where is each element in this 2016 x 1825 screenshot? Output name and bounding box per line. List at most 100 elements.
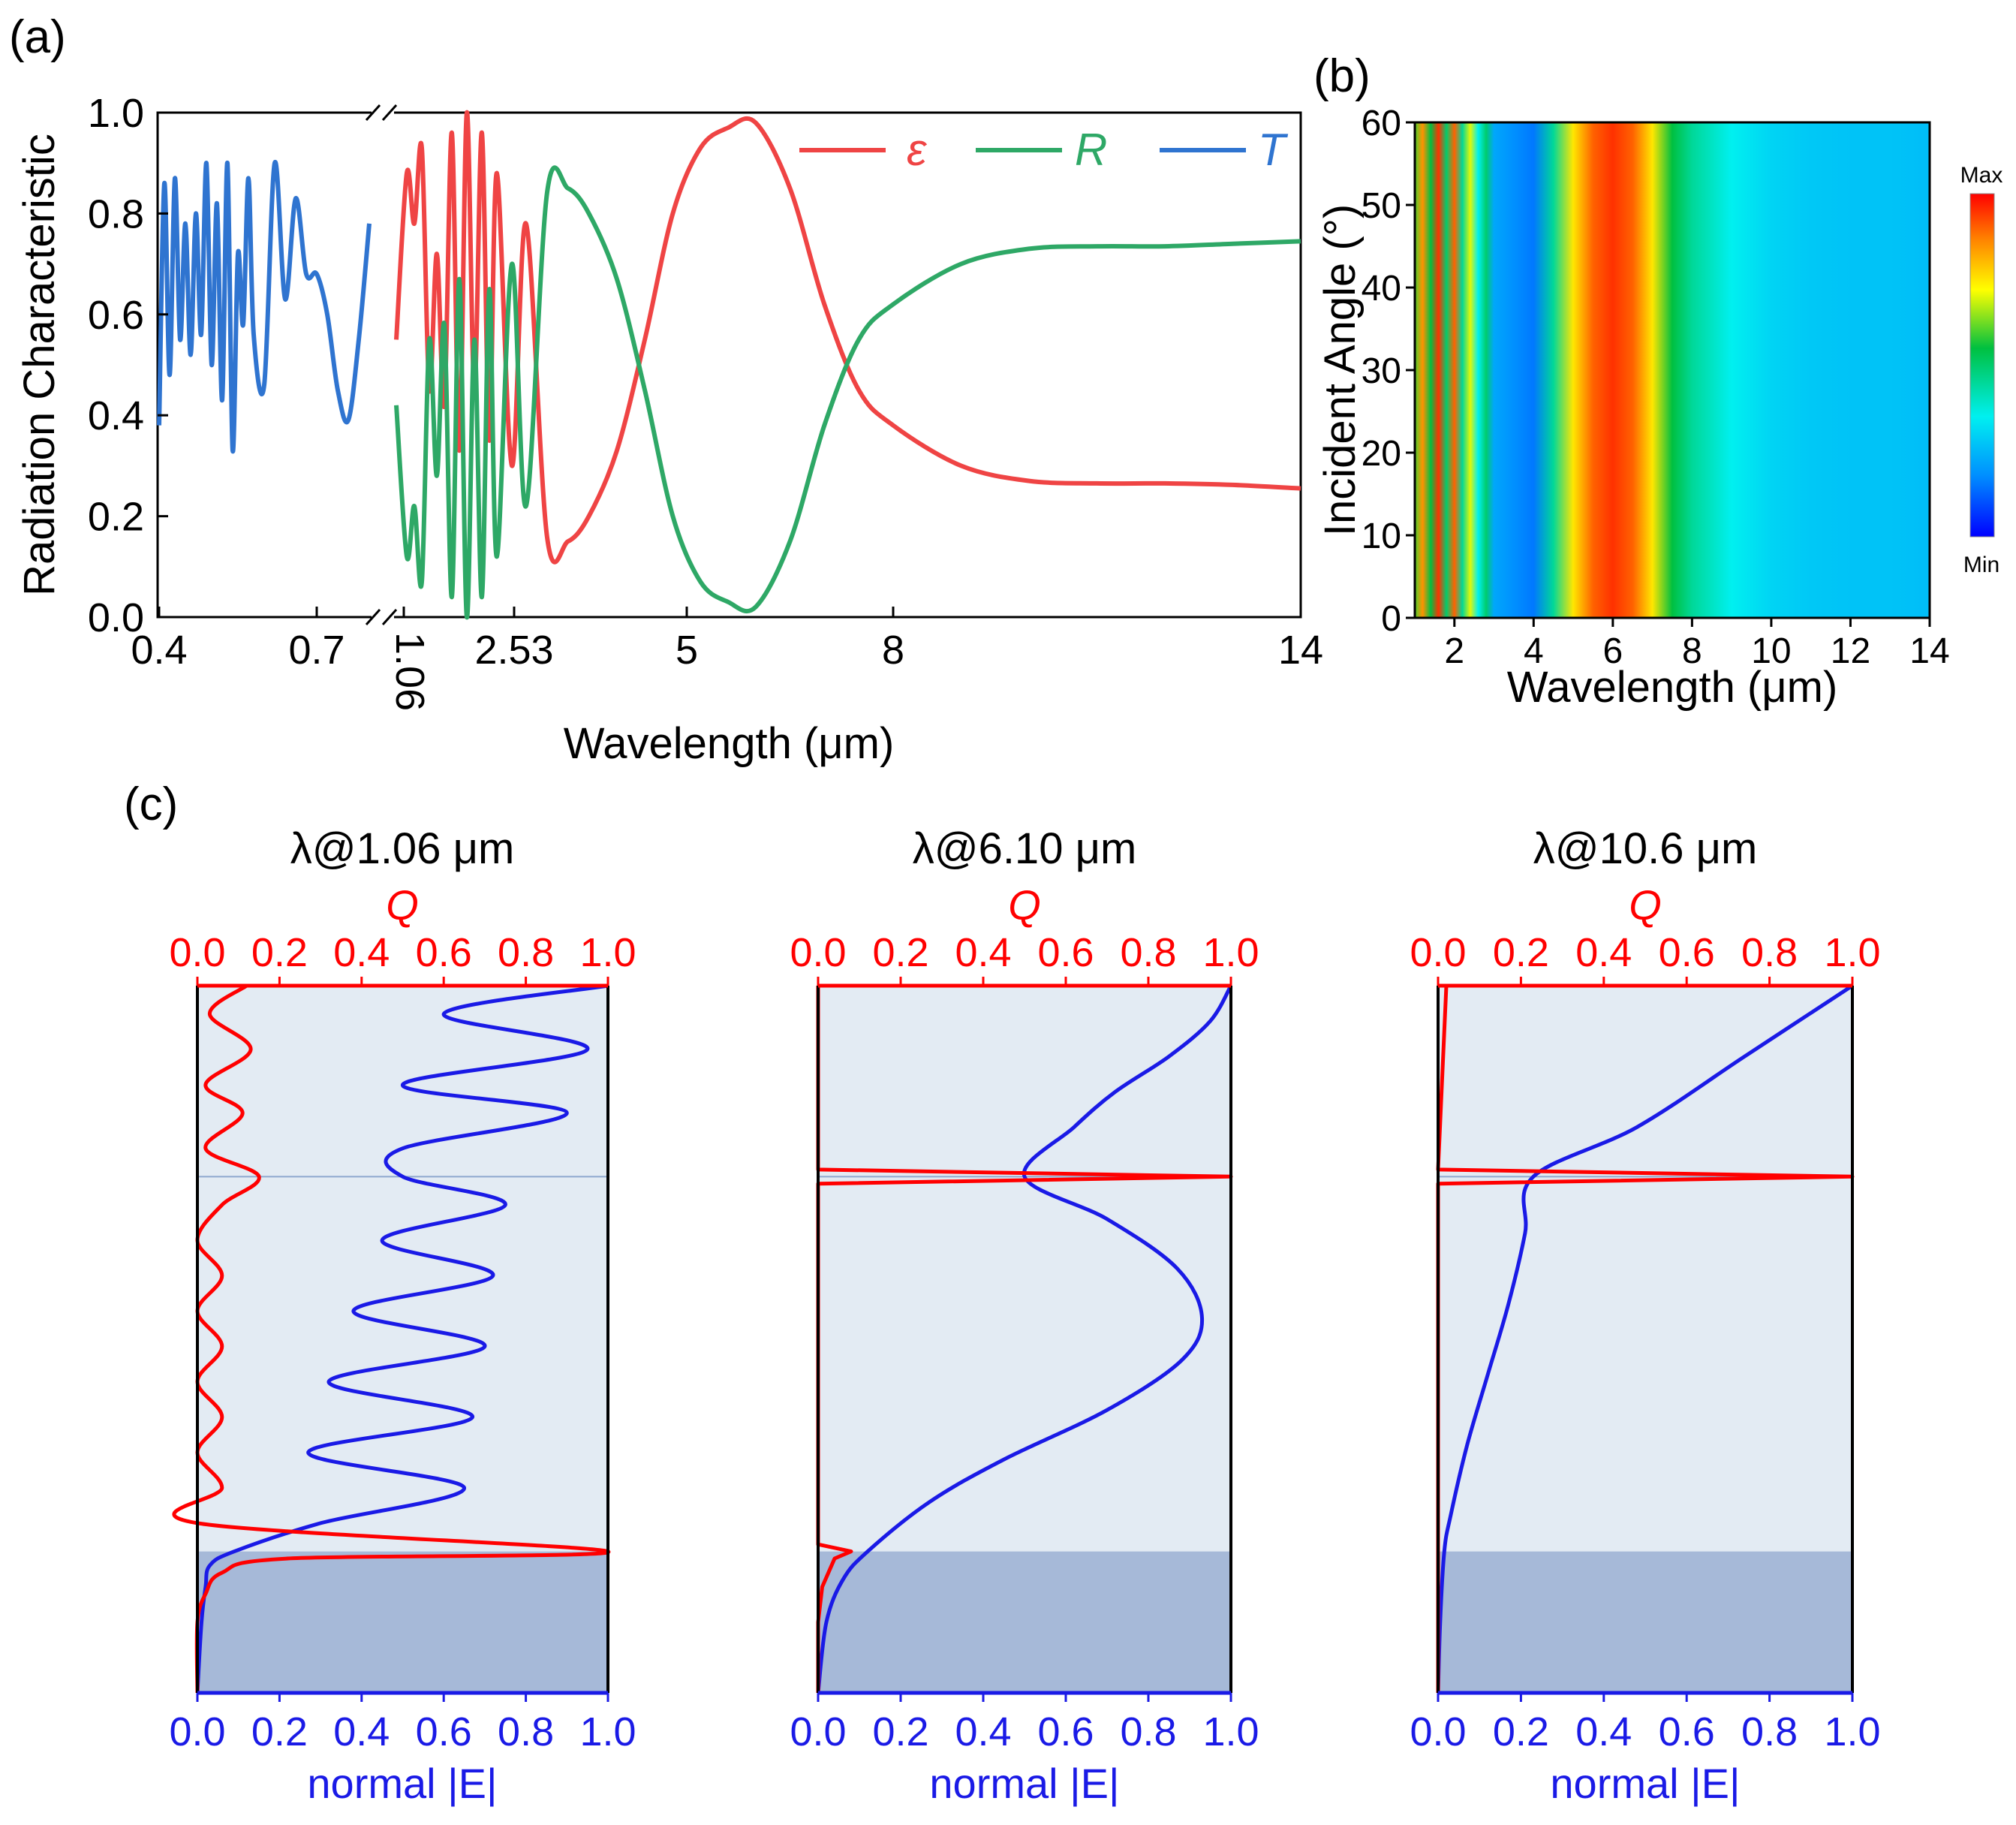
e-field-curve xyxy=(1436,983,1854,1694)
panel-label-c: (c) xyxy=(124,778,178,830)
substrate-layer xyxy=(1438,1551,1852,1693)
e-tick-label: 1.0 xyxy=(579,1709,636,1754)
e-tick-label: 0.2 xyxy=(251,1709,308,1754)
panel-c1-e-label: normal |E| xyxy=(307,1760,497,1807)
q-tick-label: 1.0 xyxy=(1202,930,1259,975)
xtick-label: 10 xyxy=(1751,631,1791,671)
panel-a-plot: 0.0 0.2 0.4 0.6 0.8 1.0 0.4 0.7 1.06 2.53 5 8 14 ε R… xyxy=(15,91,1323,768)
panel-c2-plot: λ@6.10 μm Q normal |E| 0.0 0.0 0.2 0.2 0.4 0.… xyxy=(790,824,1259,1807)
panel-b-ylabel: Incident Angle (°) xyxy=(1316,204,1365,536)
ytick-label: 0.0 xyxy=(88,595,144,640)
ytick-label: 60 xyxy=(1362,104,1401,143)
q-tick-label: 0.6 xyxy=(1659,930,1715,975)
panel-a-ylabel: Radiation Characteristic xyxy=(15,134,64,596)
q-tick-label: 1.0 xyxy=(579,930,636,975)
e-tick-label: 0.8 xyxy=(498,1709,554,1754)
panel-c2-e-label: normal |E| xyxy=(929,1760,1119,1807)
q-tick-label: 0.8 xyxy=(1741,930,1798,975)
panel-c1-plot: λ@1.06 μm Q normal |E| 0.0 0.0 0.2 0.2 0.4 0.… xyxy=(169,824,636,1807)
heatmap xyxy=(1415,122,1930,618)
q-tick-label: 0.0 xyxy=(790,930,846,975)
panel-c3-title: λ@10.6 μm xyxy=(1533,824,1758,873)
ytick-label: 10 xyxy=(1362,516,1401,556)
series-T-line xyxy=(157,160,372,454)
xtick-label: 6 xyxy=(1602,631,1623,671)
e-tick-label: 1.0 xyxy=(1202,1709,1259,1754)
q-tick-label: 0.0 xyxy=(169,930,225,975)
axis-break-mark xyxy=(365,104,398,626)
e-tick-label: 0.0 xyxy=(1410,1709,1466,1754)
colorbar-min-label: Min xyxy=(1963,553,1999,577)
xtick-label: 4 xyxy=(1524,631,1544,671)
e-tick-label: 0.6 xyxy=(1037,1709,1094,1754)
xtick-label: 14 xyxy=(1278,628,1323,673)
film-layer xyxy=(197,986,608,1552)
ytick-label: 1.0 xyxy=(88,91,144,136)
panel-c3-q-label: Q xyxy=(1629,881,1662,929)
e-field-curve xyxy=(816,984,1233,1694)
ytick-label: 0 xyxy=(1381,599,1401,639)
legend-T-label: T xyxy=(1258,125,1289,175)
q-tick-label: 0.8 xyxy=(498,930,554,975)
ytick-label: 0.4 xyxy=(88,393,144,438)
q-tick-label: 0.6 xyxy=(416,930,472,975)
e-tick-label: 0.8 xyxy=(1741,1709,1798,1754)
xtick-label: 0.4 xyxy=(131,628,187,673)
series-eps-line xyxy=(394,110,1301,565)
e-tick-label: 0.4 xyxy=(955,1709,1011,1754)
e-tick-label: 1.0 xyxy=(1824,1709,1880,1754)
xtick-label: 8 xyxy=(1682,631,1702,671)
xtick-label: 2.53 xyxy=(474,628,553,673)
legend-R-label: R xyxy=(1075,125,1107,175)
film-layer xyxy=(818,986,1231,1552)
q-tick-label: 0.6 xyxy=(1037,930,1094,975)
panel-label-b: (b) xyxy=(1313,50,1371,102)
ytick-label: 0.2 xyxy=(88,495,144,540)
film-layer xyxy=(1438,986,1852,1552)
panel-b-xlabel: Wavelength (μm) xyxy=(1507,663,1838,712)
ytick-label: 20 xyxy=(1362,434,1401,474)
q-tick-label: 0.4 xyxy=(1575,930,1632,975)
ytick-label: 30 xyxy=(1362,351,1401,391)
ytick-label: 50 xyxy=(1362,186,1401,226)
e-tick-label: 0.2 xyxy=(872,1709,928,1754)
q-tick-label: 0.0 xyxy=(1410,930,1466,975)
panel-c1-q-label: Q xyxy=(386,881,419,929)
q-curve xyxy=(172,983,610,1694)
e-tick-label: 0.6 xyxy=(416,1709,472,1754)
xtick-label: 2 xyxy=(1444,631,1464,671)
xtick-label: 12 xyxy=(1831,631,1870,671)
q-curve xyxy=(816,986,1233,1693)
e-tick-label: 0.8 xyxy=(1120,1709,1176,1754)
xtick-label: 0.7 xyxy=(288,628,345,673)
e-tick-label: 0.6 xyxy=(1659,1709,1715,1754)
ytick-label: 0.8 xyxy=(88,191,144,236)
colorbar-max-label: Max xyxy=(1960,163,2003,188)
q-tick-label: 0.4 xyxy=(333,930,390,975)
panel-c2-q-label: Q xyxy=(1008,881,1041,929)
panel-c3-plot: λ@10.6 μm Q normal |E| 0.0 0.0 0.2 0.2 0.4 0.… xyxy=(1410,824,1880,1807)
e-tick-label: 0.4 xyxy=(333,1709,390,1754)
xtick-label: 8 xyxy=(882,628,904,673)
legend-eps-label: ε xyxy=(907,125,928,175)
q-tick-label: 0.2 xyxy=(872,930,928,975)
xtick-label: 1.06 xyxy=(387,632,432,711)
panel-c3-e-label: normal |E| xyxy=(1550,1760,1740,1807)
e-tick-label: 0.0 xyxy=(169,1709,225,1754)
xtick-label: 5 xyxy=(676,628,698,673)
q-tick-label: 0.8 xyxy=(1120,930,1176,975)
panel-a-xlabel: Wavelength (μm) xyxy=(564,719,895,768)
panel-a-frame xyxy=(156,111,1302,619)
e-tick-label: 0.2 xyxy=(1493,1709,1549,1754)
q-tick-label: 0.2 xyxy=(1493,930,1549,975)
q-tick-label: 0.4 xyxy=(955,930,1011,975)
xtick-label: 14 xyxy=(1909,631,1949,671)
substrate-layer xyxy=(197,1551,608,1693)
panel-c1-title: λ@1.06 μm xyxy=(290,824,515,873)
e-tick-label: 0.4 xyxy=(1575,1709,1632,1754)
e-tick-label: 0.0 xyxy=(790,1709,846,1754)
q-tick-label: 1.0 xyxy=(1824,930,1880,975)
e-field-curve xyxy=(195,983,609,1694)
